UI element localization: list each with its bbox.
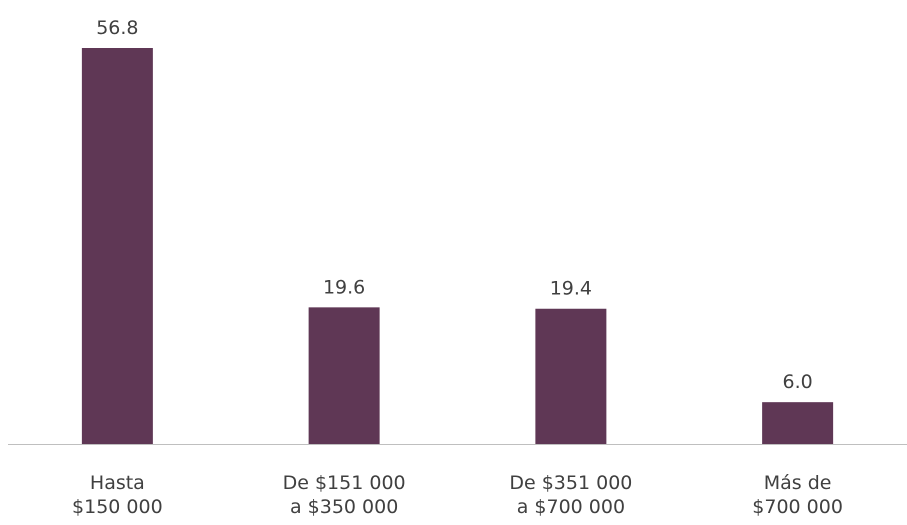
x-tick-label: De $151 000 a $350 000 [283, 472, 406, 518]
data-label: 6.0 [783, 371, 813, 393]
data-label: 56.8 [96, 17, 138, 39]
x-tick-label-line: De $351 000 [509, 472, 632, 494]
x-tick-label-line: Más de [764, 472, 832, 494]
x-tick-label: De $351 000 a $700 000 [509, 472, 632, 518]
bar [308, 307, 380, 444]
x-tick-label-line: $150 000 [72, 496, 163, 518]
x-tick-label-line: Hasta [90, 472, 145, 494]
x-tick-label-line: a $350 000 [290, 496, 398, 518]
data-label: 19.6 [323, 276, 365, 298]
bar [535, 308, 607, 444]
bar [762, 402, 834, 444]
x-tick-label: Hasta $150 000 [72, 472, 163, 518]
data-label: 19.4 [550, 278, 592, 300]
x-tick-label-line: De $151 000 [283, 472, 406, 494]
x-tick-label-line: a $700 000 [517, 496, 625, 518]
x-tick-label-line: $700 000 [752, 496, 843, 518]
bar [81, 48, 153, 444]
x-tick-label: Más de $700 000 [752, 472, 843, 518]
